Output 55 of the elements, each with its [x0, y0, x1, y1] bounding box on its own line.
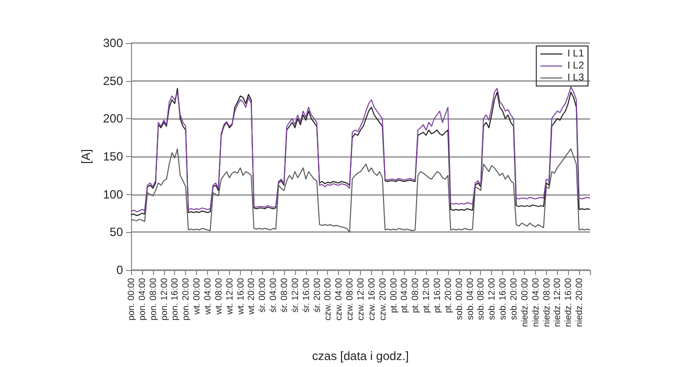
x-tick-label: pt. 00:00	[388, 278, 398, 314]
y-tick-label: 100	[102, 187, 124, 202]
x-tick-label: śr. 04:00	[268, 278, 278, 313]
x-tick-label: niedz. 20:00	[574, 278, 584, 328]
x-tick-label: sob. 08:00	[476, 278, 486, 320]
x-tick-label: pt. 16:00	[432, 278, 442, 314]
x-tick-label: sob. 04:00	[464, 278, 475, 320]
y-tick-label: 200	[102, 112, 124, 126]
x-tick-label: niedz. 12:00	[552, 278, 562, 328]
x-tick-label: czw. 00:00	[322, 278, 333, 321]
x-tick-label: pt. 04:00	[399, 278, 410, 314]
x-tick-label: czw. 04:00	[334, 278, 344, 321]
y-tick-label: 250	[102, 74, 124, 88]
legend-label: I L2	[567, 60, 584, 72]
x-tick-label: niedz. 08:00	[541, 278, 552, 328]
y-tick-label: 0	[116, 263, 124, 277]
x-tick-label: pt. 12:00	[421, 278, 432, 314]
x-tick-label: śr. 20:00	[312, 278, 322, 313]
x-tick-label: czw. 12:00	[356, 278, 366, 321]
x-tick-label: pt. 20:00	[442, 278, 453, 314]
legend-label: I L1	[567, 48, 584, 60]
x-tick-label: pon. 20:00	[180, 278, 191, 321]
x-tick-label: niedz. 04:00	[530, 278, 540, 328]
y-axis-title: [A]	[79, 149, 94, 164]
y-tick-label: 50	[110, 225, 124, 240]
x-tick-label: pon. 12:00	[158, 278, 169, 321]
x-tick-label: śr. 12:00	[290, 278, 300, 313]
x-tick-label: niedz. 00:00	[519, 278, 530, 328]
x-tick-label: sob. 12:00	[486, 278, 497, 320]
x-tick-label: sob. 20:00	[508, 278, 518, 320]
x-tick-label: wt. 00:00	[192, 278, 202, 316]
x-tick-label: sob. 00:00	[454, 278, 464, 320]
x-tick-label: pon. 08:00	[148, 278, 158, 321]
y-tick-label: 150	[102, 150, 124, 164]
x-tick-label: wt. 12:00	[224, 278, 234, 316]
x-tick-label: pon. 04:00	[136, 278, 147, 321]
x-tick-label: wt. 04:00	[202, 278, 212, 316]
x-tick-label: pt. 08:00	[410, 278, 420, 314]
line-series	[130, 148, 590, 233]
x-tick-label: śr. 00:00	[257, 278, 268, 313]
x-tick-label: wt. 16:00	[235, 278, 246, 316]
y-tick-label: 300	[102, 36, 124, 50]
legend-label: I L3	[567, 72, 584, 84]
x-tick-label: czw. 20:00	[377, 278, 388, 321]
x-tick-label: pon. 16:00	[170, 278, 180, 321]
x-tick-label: czw. 08:00	[344, 278, 355, 321]
x-tick-label: śr. 08:00	[279, 278, 289, 313]
x-tick-label: sob. 16:00	[498, 278, 508, 320]
x-tick-label: wt. 08:00	[213, 278, 224, 316]
x-tick-label: czw. 16:00	[366, 278, 376, 321]
x-tick-label: wt. 20:00	[246, 278, 256, 316]
x-tick-label: śr. 16:00	[300, 278, 311, 313]
x-tick-label: pon. 00:00	[126, 278, 136, 321]
x-axis-title: czas [data i godz.]	[312, 349, 409, 363]
x-tick-label: niedz. 16:00	[563, 278, 574, 328]
